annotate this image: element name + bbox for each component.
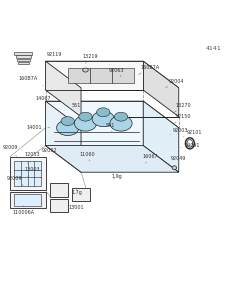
- Text: epc: epc: [78, 131, 155, 169]
- Text: 92009: 92009: [2, 145, 18, 157]
- Polygon shape: [112, 68, 134, 83]
- Text: 92119: 92119: [47, 52, 68, 61]
- Text: 1.7g: 1.7g: [71, 188, 82, 195]
- Ellipse shape: [92, 111, 114, 127]
- Polygon shape: [46, 146, 179, 172]
- Text: 92101: 92101: [183, 130, 202, 137]
- Text: 92150: 92150: [174, 114, 191, 123]
- Text: 160B7A: 160B7A: [139, 65, 160, 74]
- Text: 16067: 16067: [142, 154, 158, 163]
- Polygon shape: [90, 68, 112, 83]
- Text: 92003: 92003: [170, 128, 189, 134]
- Ellipse shape: [97, 108, 110, 117]
- Polygon shape: [46, 101, 179, 128]
- Text: 92004: 92004: [165, 79, 184, 88]
- Text: 92009: 92009: [7, 176, 23, 185]
- Text: 13001: 13001: [69, 205, 85, 210]
- Bar: [72, 188, 90, 201]
- Text: 14067: 14067: [35, 96, 54, 101]
- Polygon shape: [46, 61, 143, 90]
- Polygon shape: [46, 61, 81, 117]
- Polygon shape: [46, 101, 143, 146]
- Text: 551: 551: [105, 123, 114, 132]
- Ellipse shape: [110, 116, 132, 131]
- Bar: [14, 52, 32, 55]
- Text: 92052: 92052: [42, 148, 63, 152]
- Polygon shape: [143, 101, 179, 172]
- Ellipse shape: [74, 116, 97, 131]
- Polygon shape: [14, 161, 41, 185]
- Ellipse shape: [61, 117, 74, 126]
- Text: 1.9g: 1.9g: [111, 174, 122, 179]
- Text: 12053: 12053: [24, 152, 40, 163]
- Text: 110006A: 110006A: [12, 206, 34, 215]
- Bar: [50, 199, 68, 212]
- Text: 92063: 92063: [109, 68, 124, 77]
- Text: 11060: 11060: [80, 152, 95, 161]
- Ellipse shape: [57, 120, 79, 136]
- Polygon shape: [46, 101, 81, 172]
- Ellipse shape: [114, 112, 128, 121]
- Text: 92049: 92049: [168, 156, 186, 163]
- Text: 14091: 14091: [181, 143, 200, 148]
- Bar: [18, 62, 29, 64]
- Text: 13003: 13003: [24, 167, 40, 177]
- Text: 4141: 4141: [205, 46, 221, 51]
- Text: 551: 551: [72, 103, 81, 108]
- Text: 14001: 14001: [27, 125, 50, 130]
- Bar: [10, 192, 46, 208]
- Bar: [17, 58, 30, 61]
- Ellipse shape: [79, 112, 92, 121]
- Ellipse shape: [172, 166, 177, 170]
- Text: 13270: 13270: [174, 103, 191, 112]
- Polygon shape: [10, 157, 46, 190]
- Text: 160B7A: 160B7A: [18, 76, 43, 85]
- Polygon shape: [143, 61, 179, 117]
- Bar: [14, 194, 41, 206]
- Polygon shape: [68, 68, 90, 83]
- Polygon shape: [46, 61, 179, 88]
- Bar: [50, 183, 68, 196]
- Bar: [16, 55, 31, 58]
- Text: 13219: 13219: [82, 54, 98, 63]
- Ellipse shape: [83, 68, 88, 72]
